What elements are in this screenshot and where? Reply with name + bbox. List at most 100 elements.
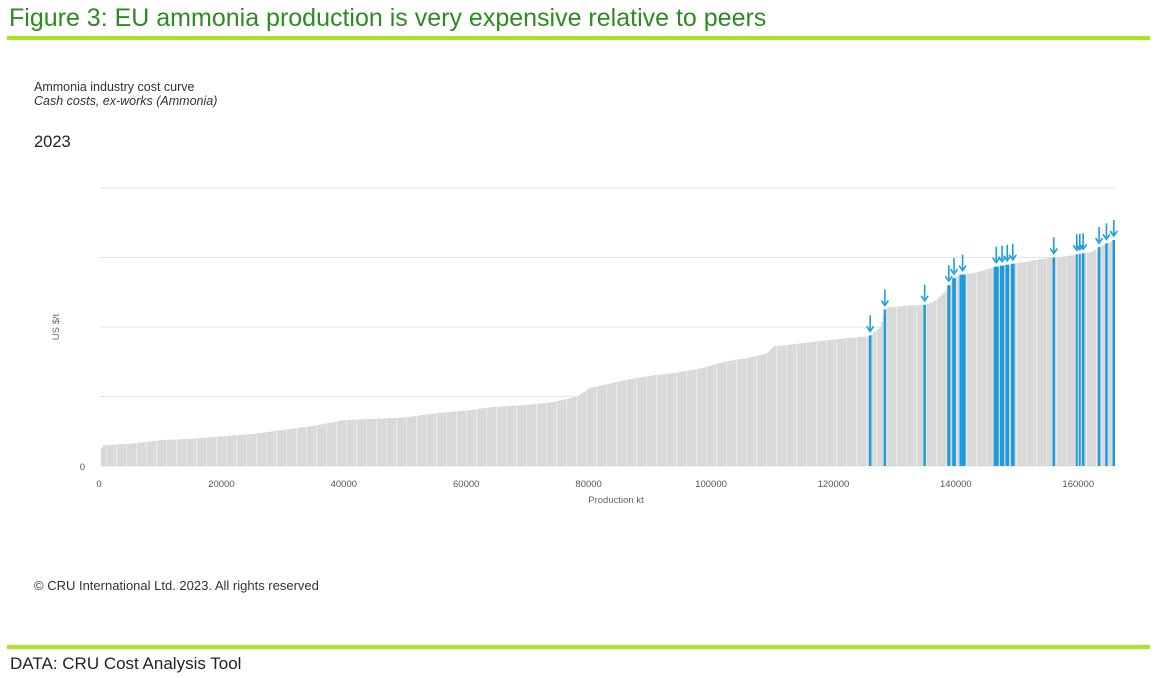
cost-bar	[687, 370, 689, 466]
cost-bar	[299, 427, 301, 466]
bar-separator	[156, 440, 157, 466]
bar-separator	[326, 423, 327, 466]
cost-bar	[391, 417, 393, 466]
cost-bar	[681, 371, 683, 466]
bar-separator	[1026, 261, 1027, 466]
cost-bar	[857, 337, 859, 466]
cost-bar	[453, 411, 455, 466]
cost-bar	[133, 443, 135, 466]
cost-bar	[1085, 252, 1087, 466]
cost-bar	[811, 342, 813, 466]
bar-separator	[746, 358, 747, 466]
cost-bar	[855, 337, 857, 466]
year-label: 2023	[34, 133, 71, 151]
arrow-head	[866, 325, 875, 333]
cost-bar	[235, 435, 237, 466]
cost-bar	[127, 443, 129, 466]
cost-bar	[621, 380, 623, 466]
cost-bar	[245, 434, 247, 466]
cost-bar	[357, 419, 359, 466]
cost-bar	[739, 359, 741, 466]
cost-bar	[1093, 250, 1095, 466]
cost-bar	[683, 371, 685, 466]
cost-bar	[833, 339, 835, 466]
cost-bar	[989, 268, 991, 466]
cost-bar	[565, 399, 567, 466]
cost-bar	[909, 305, 911, 466]
arrow-head	[1109, 230, 1118, 238]
cost-bar	[1041, 258, 1043, 466]
cost-bar	[581, 393, 583, 466]
cost-bar	[525, 404, 527, 466]
cost-bar	[643, 376, 645, 466]
cost-bar	[671, 373, 673, 466]
cost-bar	[795, 343, 797, 466]
cost-bar	[219, 436, 221, 466]
cost-bar	[707, 366, 709, 466]
cost-bar	[1055, 257, 1057, 466]
cost-bar	[567, 398, 569, 466]
cost-bar	[793, 344, 795, 466]
cost-bar	[693, 369, 695, 466]
cost-bar	[585, 390, 587, 466]
cost-bar	[443, 412, 445, 466]
cost-bar	[283, 429, 285, 466]
cost-bar	[423, 414, 425, 466]
bar-separator	[526, 404, 527, 466]
cost-bar	[751, 356, 753, 466]
cost-bar	[985, 269, 987, 466]
cost-bar	[1043, 258, 1045, 466]
cost-bar	[325, 423, 327, 466]
eu-bar	[868, 335, 872, 466]
cost-bar	[329, 422, 331, 466]
bar-separator	[186, 439, 187, 466]
cost-bar	[249, 434, 251, 466]
bar-separator	[216, 436, 217, 466]
cost-bar	[553, 401, 555, 466]
bar-separator	[856, 337, 857, 466]
arrow-head	[1094, 237, 1104, 245]
eu-bars	[868, 239, 1115, 466]
cost-bar	[665, 373, 667, 466]
cost-bar	[709, 365, 711, 466]
cost-bar	[175, 439, 177, 466]
cost-bar	[411, 416, 413, 466]
cost-bar	[747, 357, 749, 466]
cost-bar	[471, 409, 473, 466]
bar-separator	[896, 306, 897, 466]
cost-bar	[531, 404, 533, 466]
cost-bar	[441, 412, 443, 466]
eu-bar	[1078, 253, 1081, 466]
bar-separator	[446, 412, 447, 466]
cost-bar	[779, 345, 781, 466]
bar-separator	[676, 372, 677, 466]
cost-bar	[147, 441, 149, 466]
arrow-head	[1003, 255, 1012, 263]
cost-bar	[731, 360, 733, 466]
cost-bar	[323, 423, 325, 466]
cost-bar	[807, 342, 809, 466]
cost-bar	[301, 427, 303, 466]
cost-bar	[461, 410, 463, 466]
cost-bar	[429, 414, 431, 466]
bar-separator	[706, 366, 707, 466]
bar-separator	[296, 428, 297, 466]
cost-bar	[1063, 256, 1065, 466]
cost-bar	[1035, 260, 1037, 466]
cost-bar	[927, 303, 929, 466]
cost-bar	[263, 432, 265, 466]
cost-bar	[595, 386, 597, 466]
cost-bar	[631, 378, 633, 466]
cost-bar	[513, 405, 515, 466]
cost-bar	[579, 394, 581, 466]
cost-bar	[425, 414, 427, 466]
bar-separator	[336, 421, 337, 466]
cost-bar	[217, 436, 219, 466]
bar-separator	[286, 429, 287, 466]
cost-bar	[241, 434, 243, 466]
bar-separator	[786, 345, 787, 466]
cost-bar	[375, 418, 377, 466]
cost-bar	[233, 435, 235, 466]
cost-bar	[363, 419, 365, 466]
cost-bar	[645, 376, 647, 466]
